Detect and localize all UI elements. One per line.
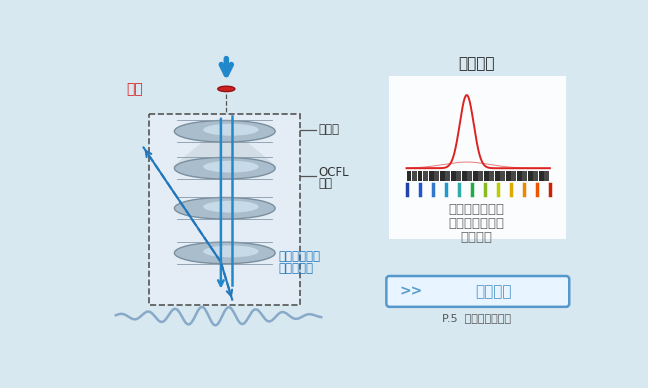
Bar <box>439 171 445 181</box>
Bar <box>544 171 550 181</box>
Text: 解决事例: 解决事例 <box>475 284 511 299</box>
Ellipse shape <box>174 197 275 219</box>
Polygon shape <box>172 123 277 167</box>
Text: 粗糙面产生的: 粗糙面产生的 <box>279 249 321 263</box>
Bar <box>417 171 422 181</box>
Bar <box>461 171 467 181</box>
Bar <box>500 171 505 181</box>
Bar <box>483 171 489 181</box>
Bar <box>528 171 533 181</box>
Bar <box>445 171 450 181</box>
Ellipse shape <box>203 246 259 257</box>
Ellipse shape <box>203 201 259 213</box>
Bar <box>522 171 527 181</box>
Bar <box>478 171 483 181</box>
Ellipse shape <box>203 161 259 173</box>
Text: 针孔: 针孔 <box>126 82 143 96</box>
Text: OCFL: OCFL <box>318 166 349 178</box>
Text: 多重反射光: 多重反射光 <box>279 262 314 275</box>
Bar <box>539 171 544 181</box>
Bar <box>412 171 417 181</box>
FancyBboxPatch shape <box>389 76 566 239</box>
Bar <box>467 171 472 181</box>
Text: >>: >> <box>400 284 422 298</box>
Bar <box>517 171 522 181</box>
Text: P.5  粗糙面的平坦度: P.5 粗糙面的平坦度 <box>442 313 511 322</box>
Bar <box>489 171 494 181</box>
Bar <box>511 171 516 181</box>
Bar <box>428 171 434 181</box>
FancyBboxPatch shape <box>149 114 300 305</box>
Bar <box>406 171 411 181</box>
Ellipse shape <box>174 121 275 142</box>
Bar <box>533 171 538 181</box>
Bar <box>494 171 500 181</box>
Text: 白色光: 白色光 <box>318 123 339 136</box>
Bar <box>423 171 428 181</box>
Text: 仅测量点的颜色: 仅测量点的颜色 <box>448 217 504 230</box>
Bar <box>505 171 511 181</box>
Ellipse shape <box>174 242 275 264</box>
Ellipse shape <box>218 86 235 92</box>
Bar <box>472 171 478 181</box>
Bar <box>456 171 461 181</box>
FancyBboxPatch shape <box>386 276 569 307</box>
Bar <box>434 171 439 181</box>
Bar <box>450 171 456 181</box>
Ellipse shape <box>174 158 275 179</box>
Text: 受光轮廓: 受光轮廓 <box>458 56 494 71</box>
Text: 稳定受光: 稳定受光 <box>460 231 492 244</box>
Text: 模块: 模块 <box>318 177 332 190</box>
Text: 波形不会破坏，: 波形不会破坏， <box>448 203 504 216</box>
Ellipse shape <box>203 124 259 136</box>
